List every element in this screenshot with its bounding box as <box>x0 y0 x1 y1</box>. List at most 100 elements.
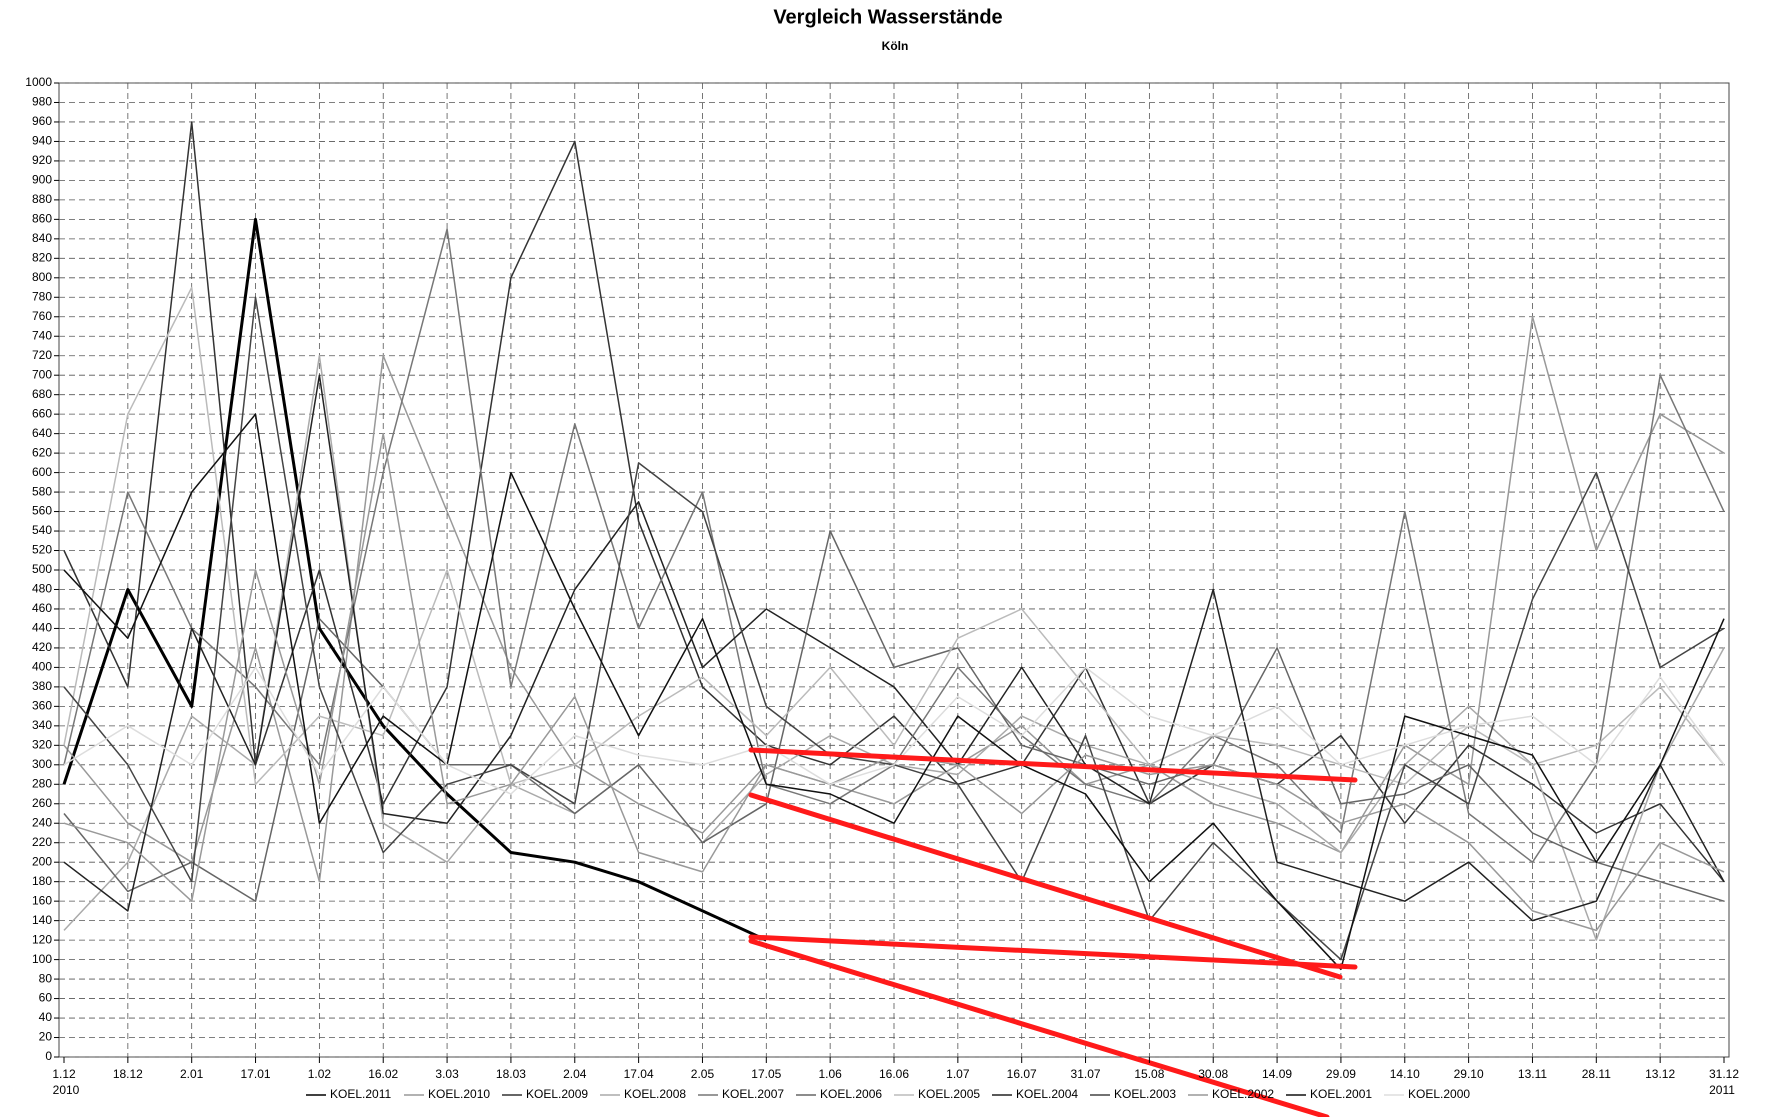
red-line <box>748 934 1358 970</box>
legend-label: KOEL.2003 <box>1114 1087 1176 1101</box>
y-tick-label: 880 <box>32 192 52 206</box>
y-tick-label: 900 <box>32 173 52 187</box>
y-tick-label: 540 <box>32 523 52 537</box>
y-tick-label: 60 <box>39 991 53 1005</box>
x-tick-label: 29.09 <box>1326 1067 1356 1081</box>
legend-label: KOEL.2010 <box>428 1087 490 1101</box>
x-tick-label: 17.01 <box>241 1067 271 1081</box>
red-line <box>748 747 1358 783</box>
y-tick-label: 920 <box>32 153 52 167</box>
red-line <box>748 938 1330 1117</box>
y-tick-label: 300 <box>32 757 52 771</box>
series-line <box>63 530 1725 902</box>
y-tick-label: 40 <box>39 1010 53 1024</box>
x-tick-label: 16.02 <box>368 1067 398 1081</box>
red-line <box>748 792 1343 980</box>
y-tick-label: 740 <box>32 328 52 342</box>
y-tick-label: 520 <box>32 543 52 557</box>
legend-label: KOEL.2002 <box>1212 1087 1274 1101</box>
y-tick-label: 700 <box>32 367 52 381</box>
legend-label: KOEL.2006 <box>820 1087 882 1101</box>
y-tick-label: 480 <box>32 582 52 596</box>
y-tick-label: 840 <box>32 231 52 245</box>
x-tick-label: 1.06 <box>818 1067 842 1081</box>
y-tick-label: 720 <box>32 348 52 362</box>
y-tick-label: 760 <box>32 309 52 323</box>
chart-title: Vergleich Wasserstände <box>773 6 1002 28</box>
grid <box>59 82 1729 1058</box>
x-tick-label: 28.11 <box>1582 1067 1611 1081</box>
y-tick-label: 80 <box>39 971 53 985</box>
y-tick-label: 820 <box>32 250 52 264</box>
y-tick-label: 1000 <box>25 75 52 89</box>
x-tick-label: 18.03 <box>496 1067 526 1081</box>
lines <box>62 121 1725 971</box>
legend-label: KOEL.2004 <box>1016 1087 1078 1101</box>
y-tick-label: 560 <box>32 504 52 518</box>
y-tick-label: 800 <box>32 270 52 284</box>
x-tick-label: 13.12 <box>1645 1067 1675 1081</box>
y-tick-label: 0 <box>45 1049 52 1063</box>
y-tick-label: 940 <box>32 134 52 148</box>
x-tick-label: 17.04 <box>624 1067 654 1081</box>
y-tick-label: 100 <box>32 952 52 966</box>
y-tick-label: 640 <box>32 426 52 440</box>
legend-label: KOEL.2000 <box>1408 1087 1470 1101</box>
legend: KOEL.2011 KOEL.2010 KOEL.2009 KOEL.2008 KOEL… <box>306 1087 1470 1101</box>
y-tick-label: 200 <box>32 854 52 868</box>
y-tick-label: 960 <box>32 114 52 128</box>
y-tick-label: 260 <box>32 796 52 810</box>
series-line <box>63 413 1725 971</box>
series-line <box>63 666 1725 795</box>
axes: 0 20 40 60 80 100 120 140 160 180 200 220 240 260 280 3… <box>25 75 1739 1097</box>
y-tick-label: 120 <box>32 932 52 946</box>
x-year-label: 2011 <box>1709 1083 1735 1097</box>
x-tick-label: 13.11 <box>1518 1067 1547 1081</box>
y-tick-label: 980 <box>32 95 52 109</box>
x-tick-label: 14.10 <box>1390 1067 1420 1081</box>
x-tick-label: 14.09 <box>1262 1067 1292 1081</box>
y-tick-label: 340 <box>32 718 52 732</box>
y-tick-label: 420 <box>32 640 52 654</box>
x-tick-label: 2.04 <box>563 1067 587 1081</box>
y-tick-label: 220 <box>32 835 52 849</box>
series-line <box>63 374 1725 922</box>
legend-label: KOEL.2001 <box>1310 1087 1372 1101</box>
x-tick-label: 16.07 <box>1007 1067 1037 1081</box>
y-tick-label: 240 <box>32 815 52 829</box>
y-tick-label: 360 <box>32 699 52 713</box>
y-tick-label: 580 <box>32 484 52 498</box>
legend-label: KOEL.2011 <box>330 1087 391 1101</box>
legend-label: KOEL.2005 <box>918 1087 980 1101</box>
series-line <box>63 121 1725 883</box>
legend-label: KOEL.2009 <box>526 1087 588 1101</box>
y-tick-label: 140 <box>32 913 52 927</box>
y-tick-label: 460 <box>32 601 52 615</box>
x-tick-label: 30.08 <box>1198 1067 1228 1081</box>
annotation-lines <box>748 747 1358 1117</box>
y-tick-label: 680 <box>32 387 52 401</box>
x-tick-label: 2.01 <box>180 1067 204 1081</box>
x-tick-label: 3.03 <box>435 1067 459 1081</box>
x-tick-label: 17.05 <box>751 1067 781 1081</box>
y-tick-label: 160 <box>32 893 52 907</box>
x-tick-label: 29.10 <box>1454 1067 1484 1081</box>
y-tick-label: 20 <box>39 1030 53 1044</box>
legend-label: KOEL.2007 <box>722 1087 784 1101</box>
y-tick-label: 320 <box>32 737 52 751</box>
x-tick-label: 2.05 <box>691 1067 715 1081</box>
x-tick-label: 15.08 <box>1134 1067 1164 1081</box>
y-tick-label: 280 <box>32 776 52 790</box>
y-tick-label: 180 <box>32 874 52 888</box>
y-tick-label: 620 <box>32 445 52 459</box>
x-tick-label: 18.12 <box>113 1067 143 1081</box>
y-tick-label: 600 <box>32 465 52 479</box>
y-tick-label: 380 <box>32 679 52 693</box>
x-tick-label: 1.12 <box>52 1067 76 1081</box>
y-tick-label: 780 <box>32 289 52 303</box>
x-year-label: 2010 <box>53 1083 80 1097</box>
x-tick-label: 1.02 <box>308 1067 332 1081</box>
x-tick-label: 16.06 <box>879 1067 909 1081</box>
y-tick-label: 500 <box>32 562 52 576</box>
